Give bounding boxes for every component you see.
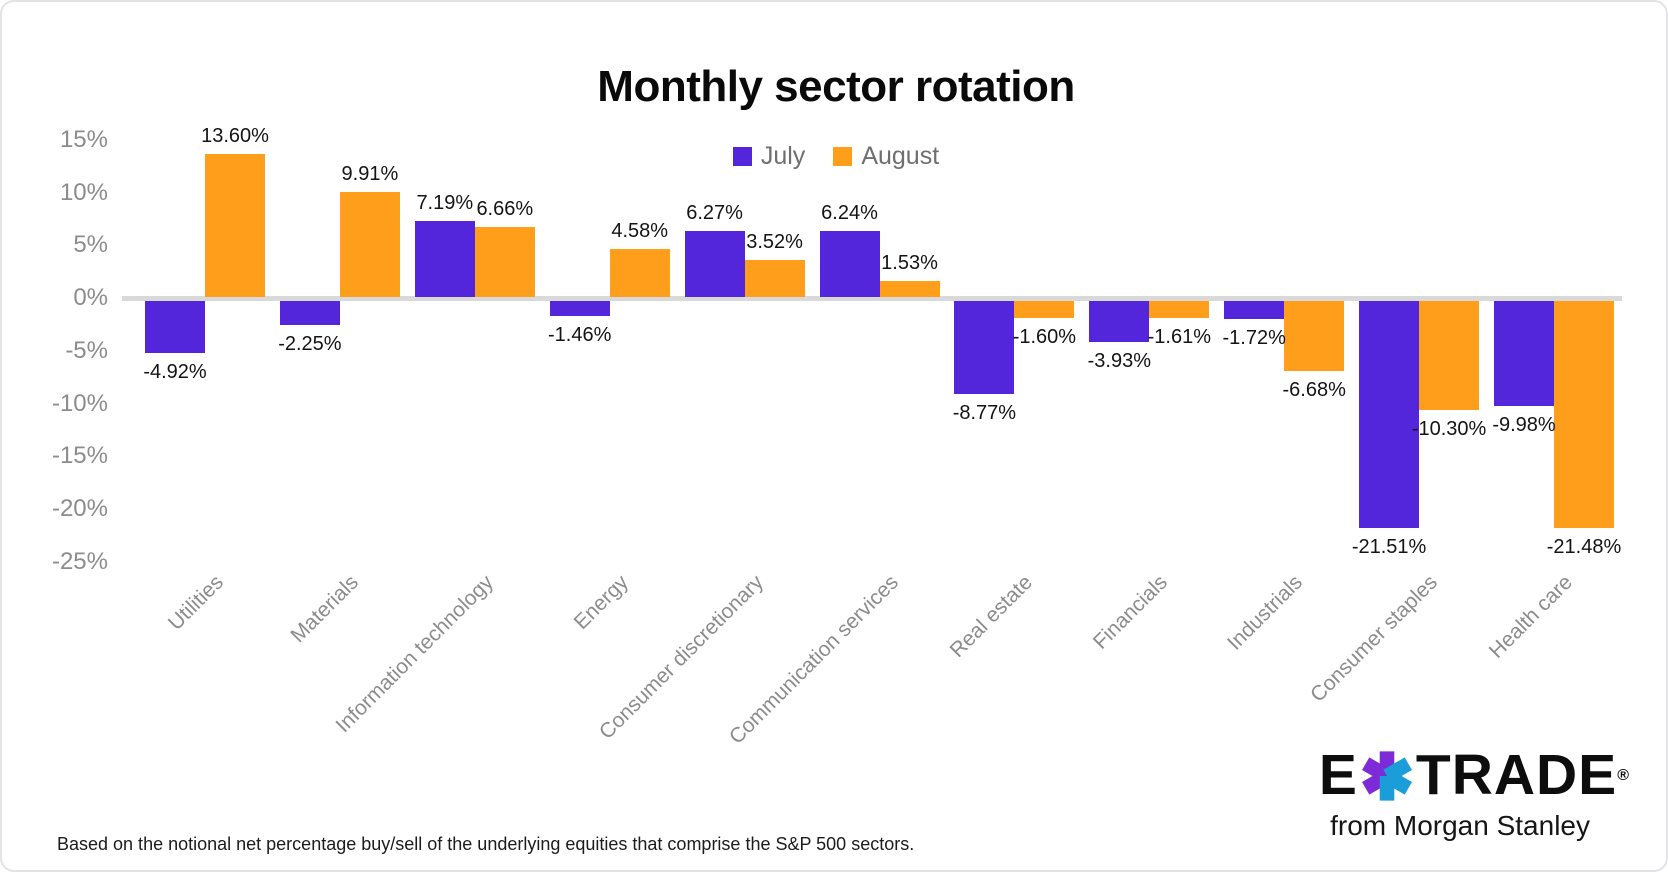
bar-august-materials [339,192,400,297]
y-tick-label: 0% [73,284,108,311]
y-tick-label: -5% [65,336,108,364]
y-tick-label: 10% [59,178,108,206]
y-tick-label: -20% [51,495,108,522]
bar-july-utilities [145,301,205,353]
bar-value-label-july-communication-services: 6.24% [821,202,878,225]
bar-august-information-technology [474,226,535,297]
bar-july-energy [549,301,610,317]
bar-value-label-july-information-technology: 7.19% [416,192,474,215]
bar-value-label-july-industrials: -1.72% [1222,327,1286,350]
bar-august-consumer-staples [1419,301,1480,410]
legend-swatch-august [833,147,853,166]
bar-july-consumer-staples [1359,301,1420,528]
bar-august-financials [1149,301,1210,318]
bar-july-communication-services [819,231,880,297]
bar-value-label-august-consumer-staples: -10.30% [1411,417,1487,440]
y-tick-label: 15% [59,125,108,153]
bar-value-label-july-energy: -1.46% [548,324,612,347]
bar-july-information-technology [414,221,475,297]
chart-title: Monthly sector rotation [597,62,1075,111]
bar-value-label-august-energy: 4.58% [611,219,669,242]
bar-august-utilities [205,153,265,297]
bar-august-energy [609,248,670,297]
bar-august-communication-services [879,280,940,297]
bar-july-health-care [1494,301,1554,407]
bar-value-label-august-consumer-discretionary: 3.52% [746,230,803,253]
bar-july-industrials [1224,301,1285,320]
bar-august-real-estate [1014,301,1075,318]
bar-july-consumer-discretionary [684,230,745,297]
bar-august-industrials [1284,301,1345,372]
etrade-logo: E TRADE ® from Morgan Stanley [1264,746,1630,842]
bar-value-label-august-information-technology: 6.66% [476,197,534,220]
etrade-asterisk-icon [1361,751,1412,801]
chart-footnote: Based on the notional net percentage buy… [57,834,915,854]
bar-value-label-july-real-estate: -8.77% [952,401,1017,424]
bar-value-label-july-consumer-staples: -21.51% [1351,535,1427,558]
bar-august-consumer-discretionary [744,259,805,297]
y-tick-label: -15% [51,442,108,470]
y-tick-label: -25% [51,547,108,575]
bar-value-label-august-utilities: 13.60% [201,124,269,147]
legend-item-august: August [833,142,939,171]
chart-legend: July August [2,142,1668,171]
bar-july-real-estate [954,301,1015,394]
bar-value-label-july-financials: -3.93% [1087,350,1151,373]
etrade-logo-letters-trade: TRADE [1415,743,1618,807]
etrade-logo-tagline: from Morgan Stanley [1330,810,1590,841]
bar-august-health-care [1554,301,1614,528]
bar-value-label-august-health-care: -21.48% [1546,535,1622,558]
etrade-logo-wordmark: E TRADE ® [1319,746,1630,804]
bar-value-label-august-communication-services: 1.53% [881,251,938,274]
bar-value-label-july-consumer-discretionary: 6.27% [686,201,743,224]
bar-july-financials [1089,301,1150,343]
bar-value-label-july-materials: -2.25% [278,332,342,355]
bar-july-materials [279,301,340,325]
bar-value-label-august-industrials: -6.68% [1282,379,1346,402]
legend-swatch-july [732,147,752,166]
etrade-logo-letter-e: E [1318,743,1358,807]
bar-value-label-august-real-estate: -1.60% [1012,325,1077,348]
legend-item-july: July [732,142,806,171]
bar-value-label-july-utilities: -4.92% [143,360,207,383]
registered-trademark-symbol: ® [1617,767,1630,784]
bar-value-label-july-health-care: -9.98% [1492,414,1556,437]
zero-baseline [122,296,1622,301]
y-tick-label: -10% [51,389,108,417]
legend-label-july: July [760,142,806,170]
bar-value-label-august-materials: 9.91% [341,163,399,186]
y-tick-label: 5% [73,231,108,259]
bar-value-label-august-financials: -1.61% [1147,325,1211,348]
legend-label-august: August [861,142,940,170]
